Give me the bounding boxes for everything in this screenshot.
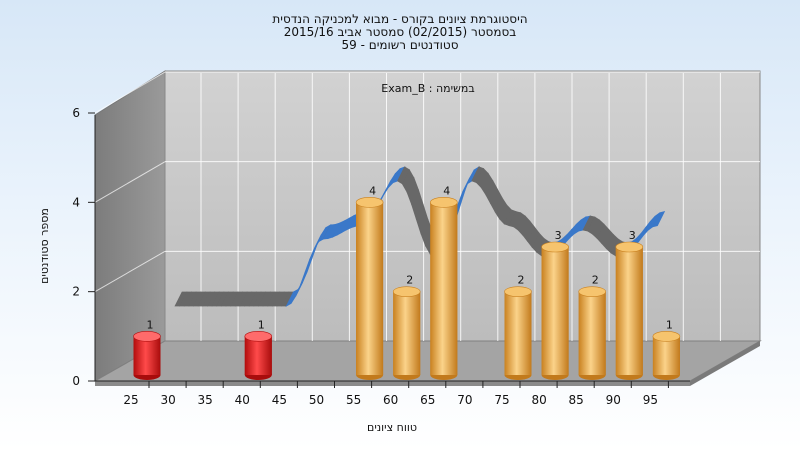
bar: 1 [133,318,161,380]
chart-title-line-2: בסמסטר (02/2015) סמסטר אביב 2015/16 [283,25,517,39]
grid-line-side [94,250,166,293]
bar: 1 [652,318,681,380]
ribbon-segment [652,210,666,228]
bar-shaft [615,247,643,375]
bar-shaft [244,336,272,375]
x-tick-label: 40 [235,393,250,407]
bar-value-label: 3 [629,229,636,242]
y-tick-label: 4 [72,195,80,209]
bar-value-label: 3 [555,229,562,242]
chart-subtitle: Exam_B : במשימה [381,82,474,95]
x-tick-label: 45 [272,393,287,407]
bars: 1 1 4 2 4 2 3 2 3 1 [133,184,681,380]
x-tick-label: 65 [420,393,435,407]
bar-top [429,197,458,208]
x-tick-label: 25 [123,393,138,407]
bar-shaft [652,336,680,375]
x-tick-label: 75 [494,393,509,407]
bar: 1 [244,318,273,380]
bar-top [652,331,681,342]
bar-value-label: 4 [443,184,450,197]
x-tick-label: 85 [569,393,584,407]
bar-top [244,331,273,342]
chart-title-line-1: היסטוגרמת ציונים בקורס - מבוא למכניקה הנ… [272,12,528,26]
bar-top [615,241,644,253]
x-tick-label: 90 [606,393,621,407]
bar: 4 [429,184,458,380]
bar-shaft [356,202,384,375]
grid-line-side [94,71,166,114]
bar-value-label: 4 [369,184,376,197]
bar-value-label: 2 [406,274,413,287]
x-axis-title: טווח ציונים [367,421,417,434]
chart-title-line-3: סטודנטים רשומים - 59 [341,38,459,52]
bar-value-label: 1 [147,318,154,331]
bar-shaft [393,291,421,375]
bar: 2 [392,274,421,380]
grid-line-side [94,161,166,203]
x-tick-label: 70 [457,393,472,407]
x-tick-label: 80 [531,393,546,407]
y-tick-label: 0 [72,374,80,388]
floor-edge [95,381,690,386]
bar-shaft [504,291,532,375]
bar: 3 [541,229,569,380]
x-tick-label: 95 [643,393,658,407]
bar: 3 [615,229,644,380]
x-tick-label: 60 [383,393,398,407]
bar-shaft [430,202,458,375]
bar-top [541,241,569,253]
bar-top [578,286,607,297]
x-tick-label: 30 [160,393,175,407]
bar-value-label: 1 [666,318,673,331]
bar-top [355,197,384,208]
bar-top [504,286,532,297]
bar: 4 [355,184,384,380]
bar: 2 [504,274,532,380]
bar-top [133,331,161,342]
bar-top [392,286,421,297]
y-tick-label: 6 [72,106,80,120]
floor-right-edge [690,341,760,386]
axes: 0 2 4 6 25 30 35 40 45 50 55 60 65 70 75 80 85 90 95 [72,106,690,407]
x-tick-label: 55 [346,393,361,407]
bar-shaft [133,336,161,375]
bar-value-label: 2 [592,274,599,287]
bar-shaft [541,247,569,375]
x-tick-label: 50 [309,393,324,407]
y-axis-title: מספר סטודנטים [38,208,51,284]
x-tick-label: 35 [198,393,213,407]
y-tick-label: 2 [72,285,80,299]
bar-value-label: 1 [258,318,265,331]
bar: 2 [578,274,607,380]
bar-shaft [578,291,606,375]
bar-value-label: 2 [518,274,525,287]
